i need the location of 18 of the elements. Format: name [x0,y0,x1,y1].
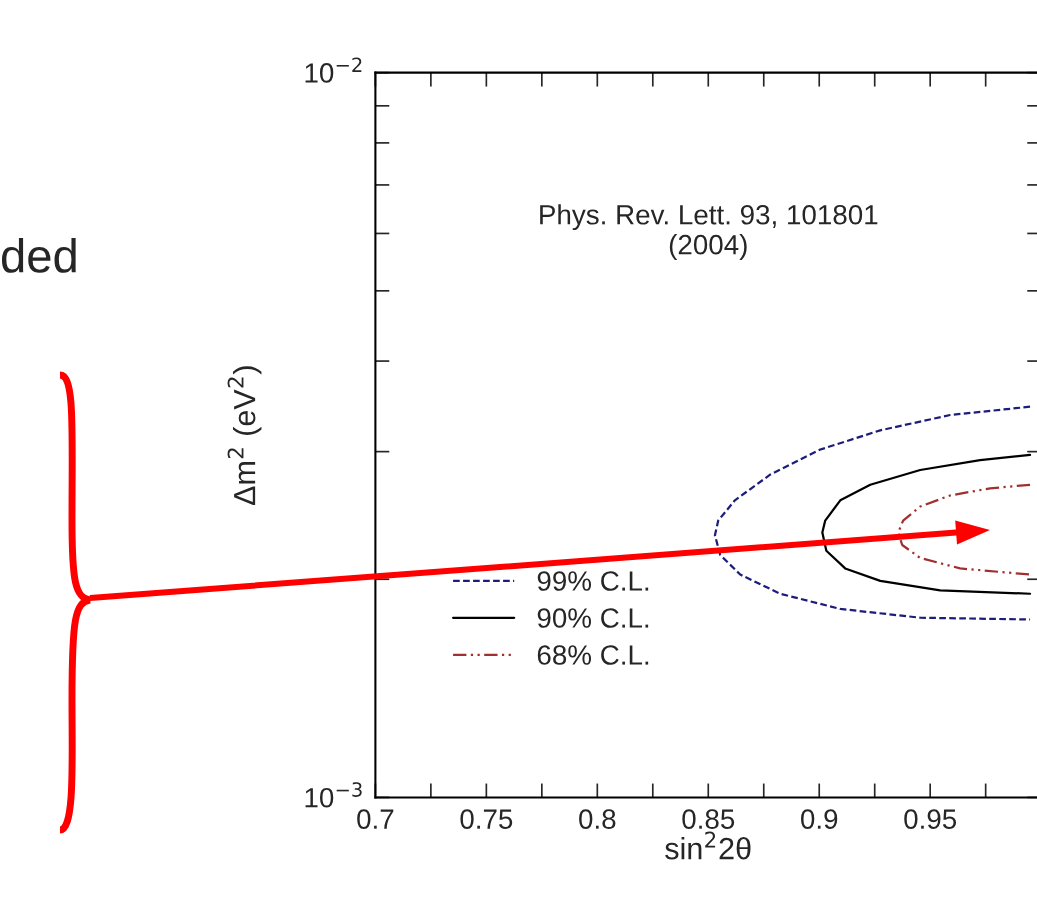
line-series [713,405,1032,621]
x-tick-label: 0.7 [357,809,394,829]
legend-label: 90% C.L. [537,608,649,628]
line-series [897,483,1032,576]
x-tick-label: 0.8 [579,809,616,829]
x-tick-label: 0.75 [460,809,513,829]
x-tick-label: 0.85 [682,809,735,829]
x-tick-label: 0.95 [904,809,957,829]
y-tick-label: 10$^{−3}$ [305,782,362,808]
y-axis-title: Δm$^{2}$ (eV$^{2}$) [227,366,262,506]
x-axis-title: sin$^{2}$2θ [665,831,751,860]
line-series [821,453,1032,595]
annotation: Phys. Rev. Lett. 93, 101801 (2004) [540,204,878,260]
legend-label: 68% C.L. [537,645,649,665]
text: ded [1,238,76,273]
x-tick-label: 0.9 [801,809,838,829]
y-tick-label: 10$^{−2}$ [305,57,362,83]
legend-label: 99% C.L. [537,571,649,591]
